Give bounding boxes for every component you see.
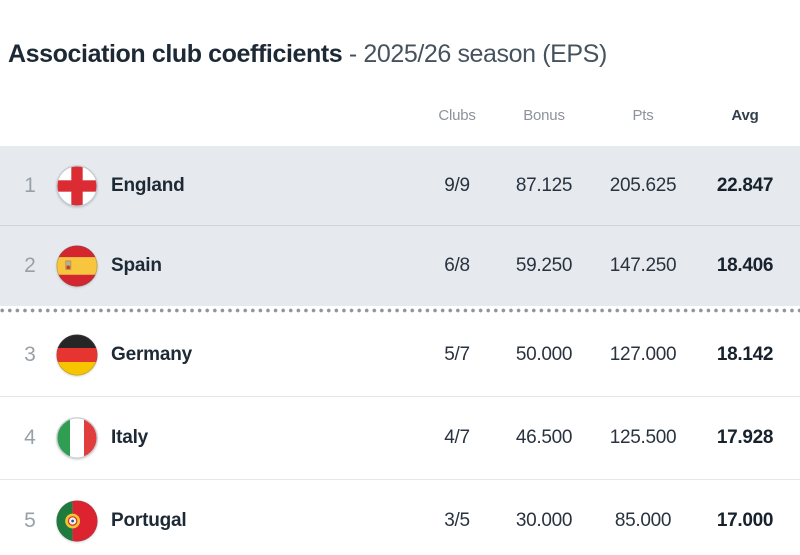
clubs-cell: 9/9 [444, 174, 470, 196]
country-name: Portugal [111, 510, 187, 531]
table-row-germany[interactable]: 3 Germany 5/7 50.000 127.000 18.142 [0, 314, 800, 397]
table-row-spain[interactable]: 2 Spain 6/8 59.250 147.250 18.406 [0, 226, 800, 306]
column-header-pts: Pts [632, 106, 654, 124]
bonus-cell: 46.500 [515, 427, 573, 448]
column-header-avg: Avg [731, 106, 759, 124]
avg-cell: 18.406 [716, 255, 774, 276]
bonus-cell: 87.125 [515, 174, 573, 196]
rank-cell: 4 [24, 426, 36, 449]
column-header-bonus: Bonus [523, 106, 565, 124]
pts-cell: 205.625 [609, 174, 677, 196]
clubs-cell: 3/5 [444, 510, 470, 531]
page-title: Association club coefficients - 2025/26 … [8, 38, 792, 70]
rank-cell: 1 [24, 173, 36, 197]
country-name: Germany [111, 344, 192, 365]
clubs-cell: 6/8 [444, 255, 470, 276]
pts-cell: 125.500 [609, 427, 677, 448]
rank-cell: 5 [24, 509, 36, 532]
avg-cell: 17.000 [716, 510, 774, 531]
bonus-cell: 59.250 [515, 255, 573, 276]
clubs-cell: 5/7 [444, 344, 470, 365]
italy-flag-icon [56, 417, 98, 459]
page-title-main: Association club coefficients [8, 40, 343, 68]
pts-cell: 127.000 [609, 344, 677, 365]
country-name: England [111, 174, 185, 196]
bonus-cell: 30.000 [515, 510, 573, 531]
rank-cell: 2 [24, 254, 36, 277]
spain-flag-icon [56, 245, 98, 287]
table-row-england[interactable]: 1 England 9/9 87.125 205.625 22.847 [0, 146, 800, 226]
england-flag-icon [56, 164, 98, 207]
pts-cell: 147.250 [609, 255, 677, 276]
avg-cell: 22.847 [716, 174, 774, 196]
avg-cell: 17.928 [716, 427, 774, 448]
table-row-italy[interactable]: 4 Italy 4/7 46.500 125.500 17.928 [0, 397, 800, 480]
coefficients-page: Association club coefficients - 2025/26 … [0, 38, 800, 555]
qualification-cutoff-line [0, 308, 800, 313]
germany-flag-icon [56, 334, 98, 376]
bonus-cell: 50.000 [515, 344, 573, 365]
column-header-clubs: Clubs [438, 106, 476, 124]
country-name: Italy [111, 427, 149, 448]
table-row-portugal[interactable]: 5 Portugal 3/5 30.000 85.000 17.000 [0, 480, 800, 555]
country-name: Spain [111, 255, 162, 276]
portugal-flag-icon [56, 500, 98, 542]
avg-cell: 18.142 [716, 344, 774, 365]
clubs-cell: 4/7 [444, 427, 470, 448]
page-title-season: - 2025/26 season (EPS) [342, 40, 607, 68]
table-header: Clubs Bonus Pts Avg [0, 84, 800, 146]
rank-cell: 3 [24, 343, 36, 366]
pts-cell: 85.000 [614, 510, 672, 531]
